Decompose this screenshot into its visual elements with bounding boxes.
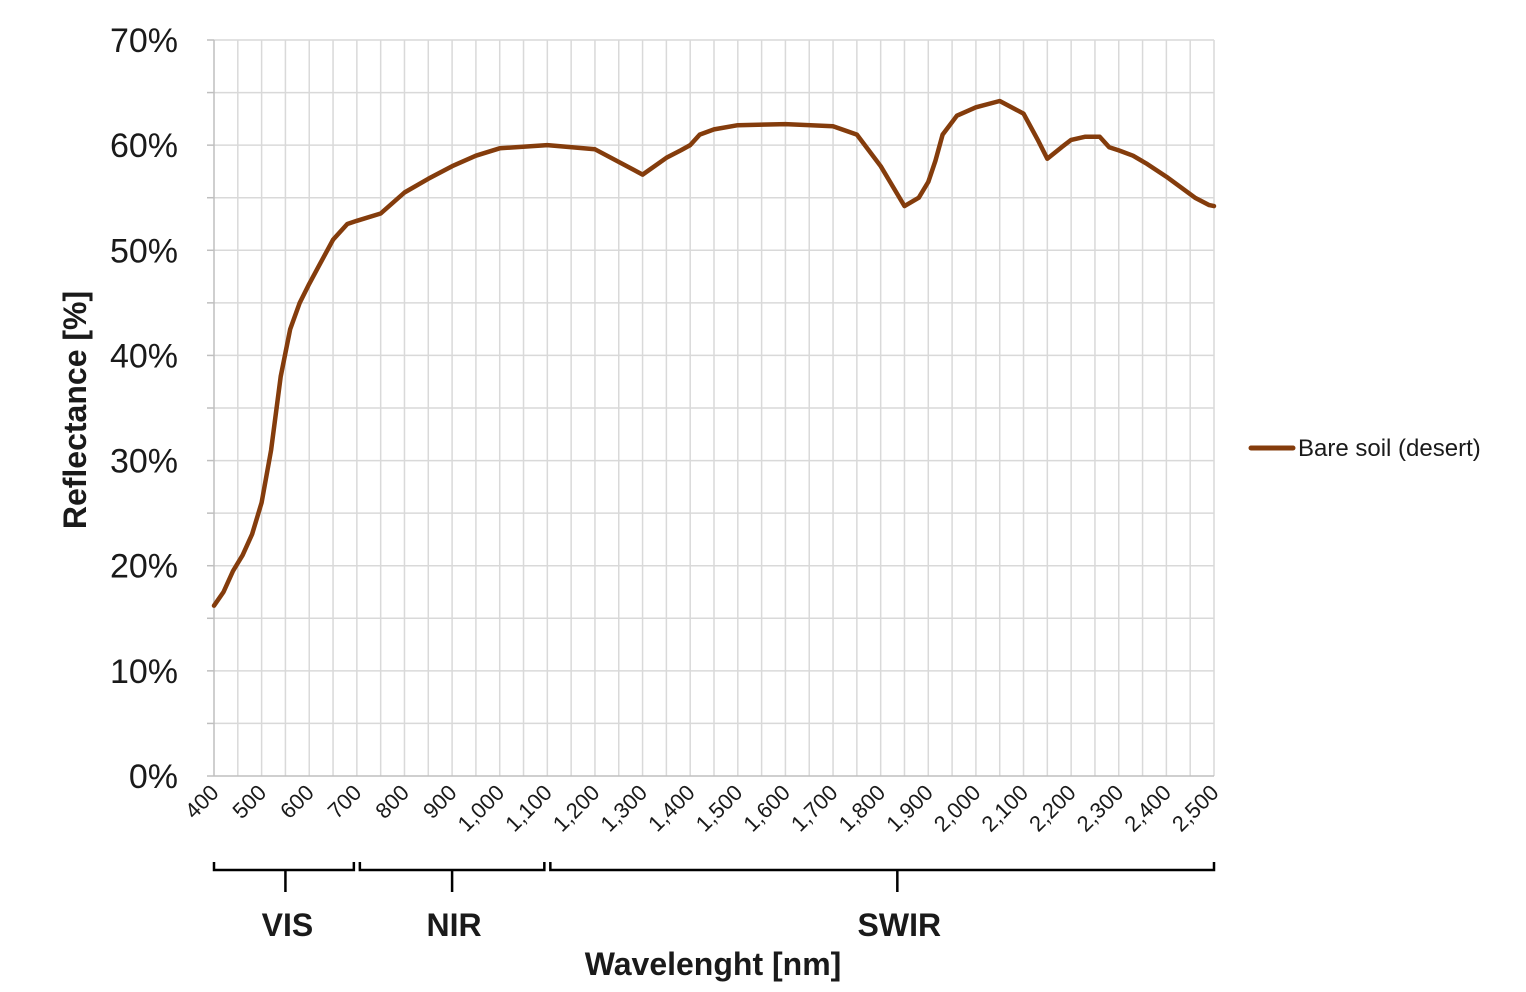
band-label-nir: NIR [427,907,482,943]
y-axis-label: Reflectance [%] [57,291,93,529]
x-tick-label: 2,000 [929,780,986,837]
y-axis-ticks: 0% 10% 20% 30% 40% 50% 60% 70% [110,22,178,796]
band-bracket-nir [358,862,546,892]
x-tick-label: 500 [228,780,272,824]
x-tick-label: 2,500 [1167,780,1224,837]
x-tick-label: 2,300 [1072,780,1129,837]
y-tick-label: 70% [110,22,178,60]
x-axis-label: Wavelenght [nm] [585,946,842,982]
series [211,98,1217,608]
axes [207,39,1214,777]
y-tick-label: 30% [110,443,178,481]
x-tick-label: 2,100 [976,780,1033,837]
band-bracket-vis [212,862,356,892]
x-tick-label: 700 [323,780,367,824]
band-bracket-swir [549,862,1216,892]
y-tick-label: 20% [110,548,178,586]
x-tick-label: 1,400 [643,780,700,837]
x-tick-label: 1,500 [691,780,748,837]
x-tick-label: 800 [370,780,414,824]
x-axis-ticks: 400 500 600 700 800 9001,0001,1001,2001,3001,… [180,780,1224,837]
x-tick-label: 2,400 [1119,780,1176,837]
x-tick-label: 1,000 [453,780,510,837]
legend-label: Bare soil (desert) [1298,435,1481,462]
x-tick-label: 1,300 [595,780,652,837]
legend: Bare soil (desert) [1248,435,1481,462]
x-tick-label: 400 [180,780,224,824]
x-tick-label: 1,800 [834,780,891,837]
y-tick-label: 40% [110,337,178,375]
x-tick-label: 2,200 [1024,780,1081,837]
x-tick-label: 1,700 [786,780,843,837]
y-tick-label: 60% [110,127,178,165]
x-tick-label: 1,100 [500,780,557,837]
y-tick-label: 10% [110,653,178,691]
band-label-vis: VIS [262,907,314,943]
x-tick-label: 600 [275,780,319,824]
band-label-swir: SWIR [858,907,942,943]
x-tick-label: 1,600 [738,780,795,837]
y-tick-label: 0% [129,758,178,796]
y-tick-label: 50% [110,232,178,270]
spectral-bands: VIS NIR SWIR [212,862,1216,943]
grid [214,39,1215,776]
x-tick-label: 1,200 [548,780,605,837]
series-line-bare-soil [211,98,1217,608]
x-tick-label: 1,900 [881,780,938,837]
